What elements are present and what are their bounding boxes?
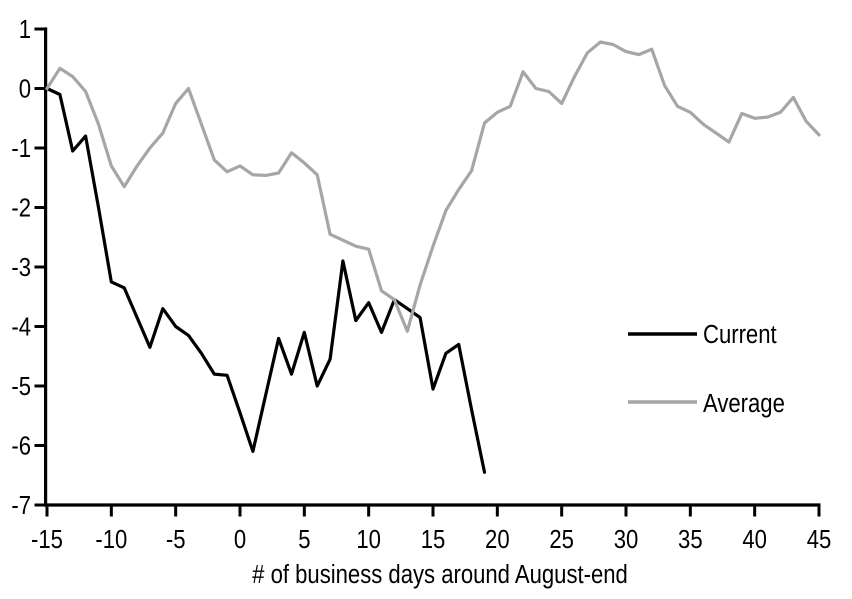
x-tick-label: 30 <box>614 525 639 554</box>
legend-label-average: Average <box>703 389 785 418</box>
x-tick-label: -10 <box>95 525 127 554</box>
series-lines <box>45 40 821 474</box>
legend-label-current: Current <box>703 320 777 349</box>
series-line-current <box>45 86 487 474</box>
x-tick-label: 25 <box>549 525 574 554</box>
y-tick-label: 1 <box>19 15 31 44</box>
y-tick-label: 0 <box>19 75 31 104</box>
x-axis-title: # of business days around August-end <box>252 560 628 589</box>
x-tick-label: 15 <box>421 525 446 554</box>
x-tick-label: 40 <box>742 525 767 554</box>
y-tick-label: -2 <box>11 194 31 223</box>
x-tick-label: 35 <box>678 525 703 554</box>
x-tick-label: -15 <box>31 525 63 554</box>
x-tick-label: 0 <box>234 525 246 554</box>
x-tick-label: 45 <box>807 525 832 554</box>
series-line-average <box>45 40 821 333</box>
x-tick-label: 20 <box>485 525 510 554</box>
y-tick-label: -1 <box>11 134 31 163</box>
y-tick-label: -7 <box>11 491 31 520</box>
y-tick-label: -3 <box>11 253 31 282</box>
x-tick-label: -5 <box>166 525 186 554</box>
y-tick-label: -6 <box>11 432 31 461</box>
axes: 10-1-2-3-4-5-6-7-15 -10 -5 0 5 10 15 20 25 30 35 40… <box>11 15 831 554</box>
y-tick-label: -4 <box>11 313 31 342</box>
legend: Current Average <box>628 320 785 418</box>
y-tick-label: -5 <box>11 372 31 401</box>
x-tick-label: 5 <box>298 525 310 554</box>
x-tick-label: 10 <box>356 525 381 554</box>
